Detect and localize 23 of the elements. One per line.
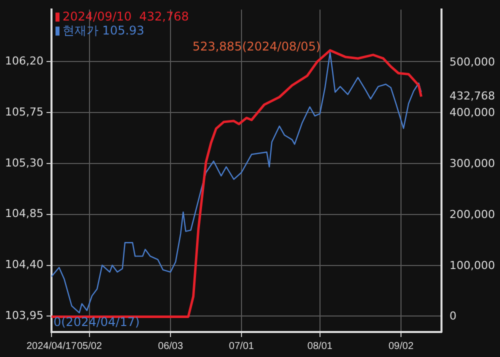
y2-tick-label: 300,000 bbox=[450, 157, 496, 170]
y2-tick-label: 400,000 bbox=[450, 106, 496, 120]
y-tick-label: 106,20 bbox=[4, 54, 44, 68]
x-tick-label: 07/01 bbox=[228, 340, 254, 352]
y-tick-label: 103,95 bbox=[4, 309, 44, 322]
y2-tick-label: 432,768 bbox=[450, 90, 496, 103]
y2-tick-label: 100,000 bbox=[450, 258, 496, 272]
legend-label: 현재가 105.93 bbox=[62, 24, 144, 38]
y-tick-label: 105,30 bbox=[4, 156, 44, 170]
x-tick-label: 05/02 bbox=[76, 340, 102, 352]
annotation: 523,885(2024/08/05) bbox=[192, 40, 321, 54]
annotation: 0(2024/04/17) bbox=[53, 315, 140, 330]
x-tick-label: 09/02 bbox=[388, 340, 414, 352]
y-tick-label: 104,40 bbox=[4, 258, 44, 272]
y-tick-label: 104,85 bbox=[4, 207, 44, 220]
x-tick-label: 06/03 bbox=[158, 340, 184, 352]
legend-label: 2024/09/10 432,768 bbox=[62, 10, 189, 24]
x-tick-label: 08/01 bbox=[307, 340, 333, 352]
y2-tick-label: 0 bbox=[450, 310, 457, 323]
y2-tick-label: 200,000 bbox=[450, 208, 496, 221]
x-tick-label: 2024/04/17 bbox=[26, 340, 77, 352]
y-tick-label: 105,75 bbox=[4, 105, 44, 118]
y2-tick-label: 500,000 bbox=[450, 55, 496, 68]
